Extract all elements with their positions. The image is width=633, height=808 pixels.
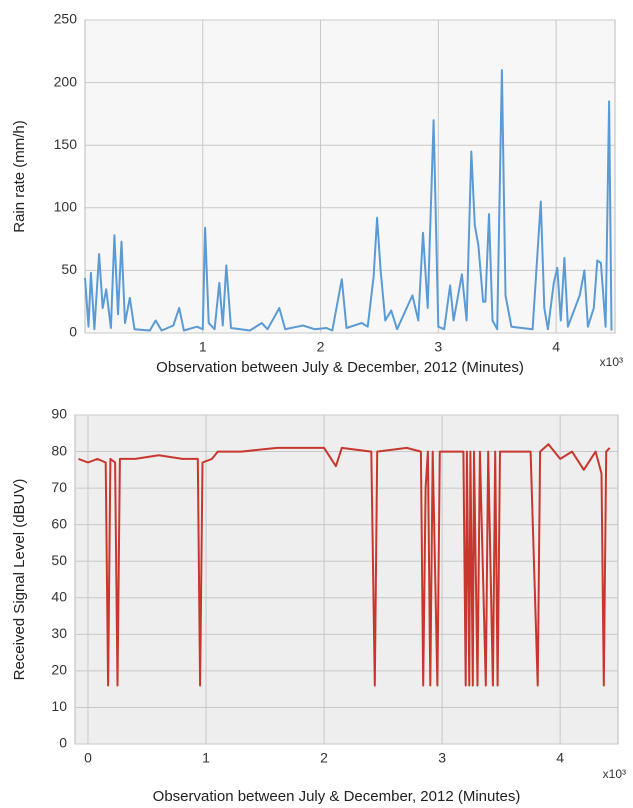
- data-line: [84, 69, 613, 332]
- x-multiplier: x10³: [603, 767, 626, 781]
- y-tick-label: 80: [51, 442, 67, 458]
- y-tick-label: 200: [54, 73, 78, 89]
- x-multiplier: x10³: [600, 355, 623, 369]
- x-tick-label: 3: [434, 339, 442, 355]
- x-tick-label: 0: [84, 750, 92, 766]
- x-tick-label: 2: [320, 750, 328, 766]
- y-tick-label: 70: [51, 479, 67, 495]
- y-tick-label: 250: [54, 11, 78, 27]
- y-tick-label: 50: [61, 261, 77, 277]
- y-tick-label: 20: [51, 662, 67, 678]
- y-tick-label: 40: [51, 588, 67, 604]
- data-line: [78, 443, 611, 687]
- x-axis-label: Observation between July & December, 201…: [153, 788, 521, 805]
- y-tick-label: 100: [54, 199, 78, 215]
- y-tick-label: 90: [51, 406, 67, 422]
- plot-area: [74, 414, 619, 745]
- y-axis-label: Rain rate (mm/h): [11, 120, 28, 233]
- y-tick-label: 30: [51, 625, 67, 641]
- x-tick-label: 1: [202, 750, 210, 766]
- y-tick-label: 0: [69, 324, 77, 340]
- y-axis-label: Received Signal Level (dBUV): [11, 479, 28, 681]
- x-tick-label: 3: [438, 750, 446, 766]
- x-tick-label: 1: [199, 339, 207, 355]
- y-tick-label: 150: [54, 136, 78, 152]
- x-tick-label: 4: [556, 750, 564, 766]
- y-tick-label: 60: [51, 515, 67, 531]
- x-axis-label: Observation between July & December, 201…: [156, 359, 524, 376]
- x-tick-label: 2: [317, 339, 325, 355]
- x-tick-label: 4: [552, 339, 560, 355]
- y-tick-label: 0: [59, 735, 67, 751]
- y-tick-label: 10: [51, 698, 67, 714]
- y-tick-label: 50: [51, 552, 67, 568]
- plot-area: [84, 19, 616, 334]
